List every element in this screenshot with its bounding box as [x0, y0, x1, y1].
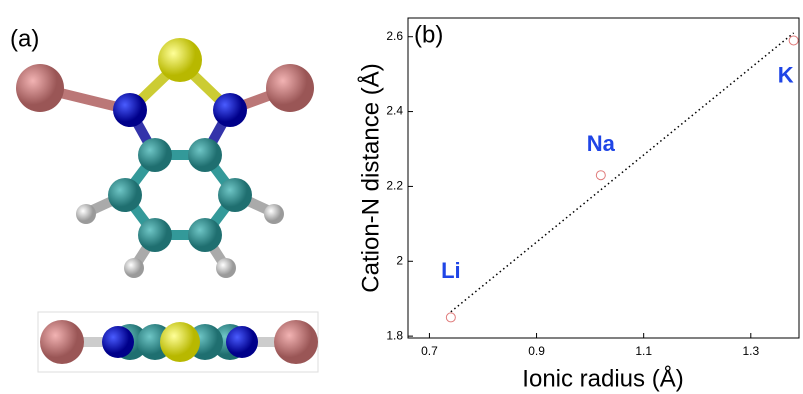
molecule-top-view [16, 38, 314, 278]
y-tick-label: 2 [396, 253, 403, 267]
point [446, 313, 455, 322]
panel-label: (a) [10, 25, 39, 52]
point-label: Na [587, 131, 616, 156]
point [596, 171, 605, 180]
point [789, 36, 798, 45]
panel-label: (b) [414, 21, 443, 48]
y-tick-label: 2.2 [386, 179, 403, 193]
x-axis-label: Ionic radius (Å) [522, 364, 683, 392]
point-label: K [778, 62, 794, 87]
x-tick-label: 1.3 [742, 344, 759, 358]
fit-line [451, 33, 794, 312]
figure: (a) (b) Ionic radius (Å) Cation-N dist [0, 0, 803, 394]
y-axis-label: Cation-N distance (Å) [356, 63, 384, 292]
plot-frame [408, 18, 799, 338]
x-tick-label: 0.9 [528, 344, 545, 358]
point-label: Li [441, 258, 461, 283]
y-tick-label: 2.6 [386, 29, 403, 43]
molecule-side-view [38, 312, 318, 372]
y-tick-label: 1.8 [386, 328, 403, 342]
y-tick-label: 2.4 [386, 104, 403, 118]
x-tick-label: 0.7 [421, 344, 438, 358]
x-tick-label: 1.1 [635, 344, 652, 358]
